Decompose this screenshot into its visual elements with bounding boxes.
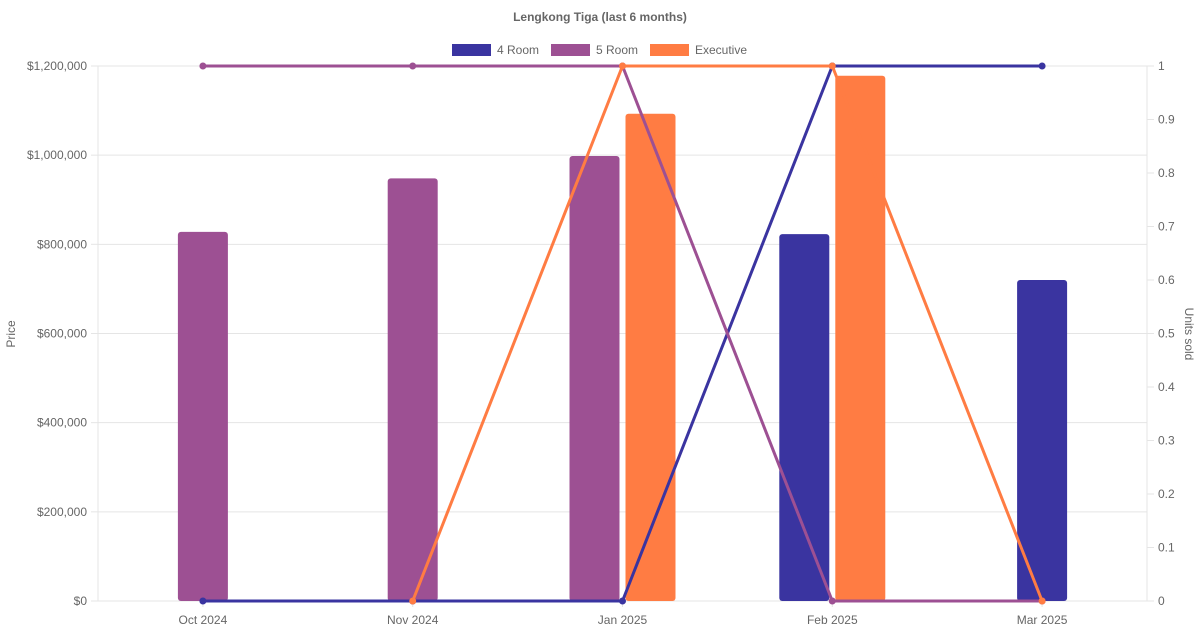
legend-label-4-room: 4 Room (497, 43, 539, 57)
y-right-tick-label: 0.8 (1158, 166, 1175, 180)
y-left-tick-label: $600,000 (37, 327, 87, 341)
y-right-tick-label: 0.3 (1158, 434, 1175, 448)
point-4-room-mar-2025[interactable] (1038, 62, 1046, 70)
legend-swatch-4-room (452, 44, 491, 56)
x-tick-label: Nov 2024 (387, 613, 439, 627)
y-right-tick-label: 1 (1158, 59, 1165, 73)
x-tick-label: Mar 2025 (1017, 613, 1068, 627)
units-sold-lines (199, 62, 1046, 605)
point-executive-jan-2025[interactable] (619, 62, 626, 70)
legend-swatch-executive (650, 44, 689, 56)
y-right-axis-title: Units sold (1182, 308, 1196, 361)
y-right-tick-label: 0.4 (1158, 380, 1175, 394)
point-5-room-nov-2024[interactable] (409, 62, 417, 70)
x-tick-labels: Oct 2024 Nov 2024 Jan 2025 Feb 2025 Mar 2025 (179, 613, 1068, 627)
legend-item-5-room[interactable]: 5 Room (551, 43, 638, 57)
y-left-tick-label: $0 (74, 594, 88, 608)
y-right-tick-label: 0.5 (1158, 327, 1175, 341)
bar-5-room-oct-2024[interactable] (177, 231, 228, 601)
y-left-tick-label: $1,000,000 (27, 148, 87, 162)
y-left-axis-title: Price (4, 320, 18, 348)
point-5-room-oct-2024[interactable] (199, 62, 207, 70)
y-right-tick-label: 0.7 (1158, 220, 1175, 234)
legend-item-4-room[interactable]: 4 Room (452, 43, 539, 57)
y-left-tick-label: $200,000 (37, 505, 87, 519)
point-executive-nov-2024[interactable] (409, 597, 417, 605)
y-left-tick-label: $800,000 (37, 237, 87, 251)
point-4-room-jan-2025[interactable] (619, 597, 626, 605)
point-executive-mar-2025[interactable] (1038, 597, 1046, 605)
legend-label-executive: Executive (695, 43, 747, 57)
bar-executive-jan-2025[interactable] (625, 113, 676, 602)
y-left-tick-label: $1,200,000 (27, 59, 87, 73)
y-right-tick-label: 0.1 (1158, 541, 1175, 555)
bar-4-room-feb-2025[interactable] (779, 234, 830, 601)
y-right-tick-labels: 0 0.1 0.2 0.3 0.4 0.5 0.6 0.7 0.8 0.9 1 (1158, 59, 1175, 608)
y-right-tick-label: 0.6 (1158, 273, 1175, 287)
y-left-tick-label: $400,000 (37, 416, 87, 430)
y-right-tick-label: 0 (1158, 594, 1165, 608)
bar-executive-feb-2025[interactable] (835, 75, 886, 601)
bar-5-room-nov-2024[interactable] (387, 178, 438, 601)
legend-label-5-room: 5 Room (596, 43, 638, 57)
gridlines (91, 65, 1154, 607)
legend: 4 Room 5 Room Executive (452, 43, 747, 57)
x-tick-label: Feb 2025 (807, 613, 858, 627)
bar-4-room-mar-2025[interactable] (1017, 280, 1068, 601)
y-right-tick-label: 0.9 (1158, 113, 1175, 127)
price-bars (177, 75, 1068, 602)
chart-title: Lengkong Tiga (last 6 months) (513, 10, 687, 24)
point-4-room-oct-2024[interactable] (199, 597, 207, 605)
bar-5-room-jan-2025[interactable] (569, 156, 620, 601)
x-tick-label: Jan 2025 (598, 613, 648, 627)
point-5-room-feb-2025[interactable] (828, 597, 836, 605)
y-right-tick-label: 0.2 (1158, 487, 1175, 501)
legend-swatch-5-room (551, 44, 590, 56)
legend-item-executive[interactable]: Executive (650, 43, 747, 57)
y-left-tick-labels: $0 $200,000 $400,000 $600,000 $800,000 $1,000… (27, 59, 87, 608)
point-executive-feb-2025[interactable] (828, 62, 836, 70)
line-executive (411, 64, 1044, 602)
x-tick-label: Oct 2024 (179, 613, 228, 627)
